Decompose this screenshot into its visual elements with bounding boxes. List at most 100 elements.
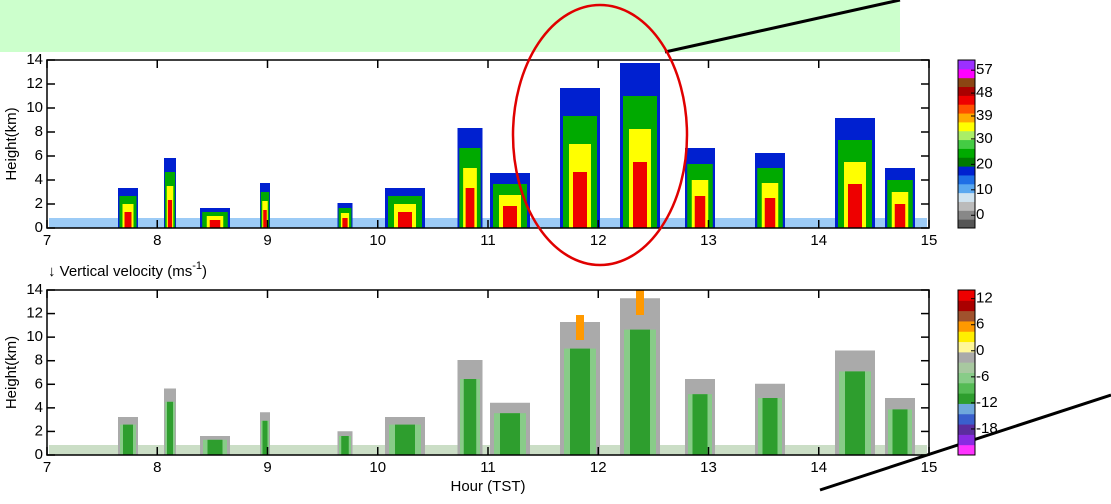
echo-top bbox=[576, 315, 584, 340]
y-tick-label: 4 bbox=[35, 171, 43, 188]
x-tick-label: 8 bbox=[153, 232, 161, 249]
echo-column bbox=[894, 204, 906, 228]
echo-top bbox=[636, 290, 644, 315]
y-tick-label: 12 bbox=[26, 75, 43, 92]
title-suffix: ) bbox=[202, 263, 207, 280]
echo-column bbox=[342, 218, 348, 228]
echo-column bbox=[573, 172, 587, 228]
x-tick-label: 14 bbox=[810, 232, 827, 249]
colorbar-tick-label: -12 bbox=[976, 394, 998, 411]
echo-column bbox=[209, 220, 221, 228]
echo-column bbox=[123, 424, 133, 455]
colorbar-swatch bbox=[958, 183, 975, 194]
colorbar-swatch bbox=[958, 382, 975, 394]
colorbar-swatch bbox=[958, 139, 975, 149]
x-tick-label: 10 bbox=[369, 459, 386, 476]
colorbar-tick-label: 48 bbox=[976, 84, 993, 101]
colorbar-swatch bbox=[958, 320, 975, 332]
colorbar-swatch bbox=[958, 104, 975, 114]
title-text: ↓ Vertical velocity (ms bbox=[48, 263, 192, 280]
colorbar-tick-label: -18 bbox=[976, 420, 998, 437]
echo-column bbox=[692, 394, 708, 455]
colorbar-swatch bbox=[958, 341, 975, 353]
colorbar-swatch bbox=[958, 362, 975, 373]
colorbar-tick-label: 6 bbox=[976, 316, 984, 333]
plot-frame bbox=[46, 289, 930, 456]
x-tick-label: 15 bbox=[921, 459, 938, 476]
y-tick-label: 0 bbox=[35, 219, 43, 236]
colorbar-frame bbox=[957, 59, 976, 229]
title-superscript: -1 bbox=[192, 260, 202, 272]
x-tick-label: 15 bbox=[921, 232, 938, 249]
colorbar-swatch bbox=[958, 444, 975, 456]
echo-column bbox=[463, 379, 477, 455]
echo-field bbox=[49, 63, 927, 228]
highlight-ellipse bbox=[511, 3, 689, 267]
y-tick-label: 12 bbox=[26, 305, 43, 322]
echo-column bbox=[570, 348, 590, 455]
colorbar-swatch bbox=[958, 157, 975, 167]
colorbar-frame bbox=[957, 289, 976, 456]
echo-column bbox=[694, 196, 706, 228]
x-tick-label: 10 bbox=[369, 232, 386, 249]
echo-column bbox=[167, 401, 173, 455]
colorbar-swatch bbox=[958, 403, 975, 415]
x-tick-label: 9 bbox=[263, 232, 271, 249]
y-tick-label: 4 bbox=[35, 399, 43, 416]
echo-column bbox=[263, 210, 267, 228]
y-tick-label: 8 bbox=[35, 352, 43, 369]
y-tick-label: 14 bbox=[26, 281, 43, 298]
x-tick-label: 8 bbox=[153, 459, 161, 476]
colorbar-swatch bbox=[958, 95, 975, 105]
colorbar-swatch bbox=[958, 130, 975, 141]
y-tick-label: 0 bbox=[35, 446, 43, 463]
colorbar-swatch bbox=[958, 86, 975, 96]
colorbar-swatch bbox=[958, 210, 975, 220]
colorbar-swatch bbox=[958, 424, 975, 435]
x-tick-label: 7 bbox=[43, 459, 51, 476]
echo-field bbox=[49, 290, 927, 455]
x-tick-label: 14 bbox=[810, 459, 827, 476]
y-axis-label: Height(km) bbox=[3, 336, 20, 409]
echo-column bbox=[500, 413, 520, 455]
banner bbox=[0, 0, 900, 52]
echo-column bbox=[845, 371, 865, 455]
x-axis-label: Hour (TST) bbox=[451, 478, 526, 495]
y-tick-label: 10 bbox=[26, 99, 43, 116]
echo-column bbox=[892, 409, 908, 455]
colorbar-swatch bbox=[958, 166, 975, 176]
colorbar-swatch bbox=[958, 219, 975, 229]
colorbar-tick-label: 0 bbox=[976, 206, 984, 223]
callout-line bbox=[664, 0, 901, 54]
colorbar-swatch bbox=[958, 413, 975, 425]
y-tick-label: 2 bbox=[35, 422, 43, 439]
echo-column bbox=[465, 188, 475, 228]
echo-column bbox=[207, 439, 223, 455]
colorbar-tick-label: -6 bbox=[976, 368, 989, 385]
echo-column bbox=[764, 198, 776, 228]
colorbar-swatch bbox=[958, 290, 975, 301]
colorbar-swatch bbox=[958, 68, 975, 79]
y-tick-label: 6 bbox=[35, 147, 43, 164]
x-tick-label: 11 bbox=[480, 232, 496, 249]
echo-column bbox=[630, 329, 650, 455]
y-tick-label: 8 bbox=[35, 123, 43, 140]
colorbar-swatch bbox=[958, 60, 975, 70]
plot-frame bbox=[46, 59, 930, 229]
colorbar-swatch bbox=[958, 113, 975, 123]
colorbar-swatch bbox=[958, 201, 975, 211]
y-axis-label: Height(km) bbox=[3, 107, 20, 180]
y-tick-label: 14 bbox=[26, 51, 43, 68]
x-tick-label: 13 bbox=[700, 459, 717, 476]
colorbar-swatch bbox=[958, 372, 975, 384]
x-tick-label: 9 bbox=[263, 459, 271, 476]
colorbar-swatch bbox=[958, 77, 975, 88]
colorbar-swatch bbox=[958, 393, 975, 404]
x-tick-label: 11 bbox=[480, 459, 496, 476]
x-tick-label: 7 bbox=[43, 232, 51, 249]
y-tick-label: 2 bbox=[35, 195, 43, 212]
colorbar-swatch bbox=[958, 121, 975, 132]
colorbar-swatch bbox=[958, 300, 975, 312]
colorbar-tick-label: 57 bbox=[976, 61, 993, 78]
